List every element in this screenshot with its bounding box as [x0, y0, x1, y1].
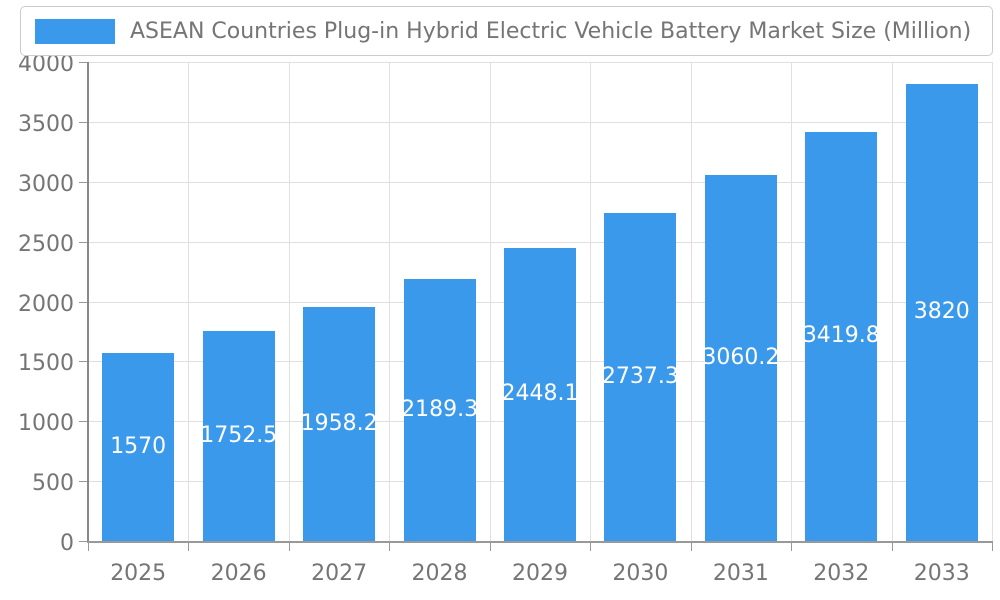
- bar-2029[interactable]: 2448.1: [501, 247, 579, 541]
- y-tick: [79, 481, 87, 483]
- y-tick-label: 1000: [18, 411, 74, 437]
- x-tick: [389, 543, 391, 551]
- x-tick-label: 2030: [612, 561, 669, 586]
- v-gridline: [891, 62, 893, 541]
- bar-value-label: 1958.2: [300, 410, 378, 436]
- v-gridline: [590, 62, 592, 541]
- x-tick: [590, 543, 592, 551]
- x-tick-label: 2027: [311, 561, 368, 586]
- y-tick-label: 2000: [18, 291, 74, 317]
- x-tick: [88, 543, 89, 551]
- y-tick: [79, 301, 87, 303]
- bar-value-label: 2448.1: [501, 381, 579, 407]
- x-tick-label: 2029: [511, 561, 568, 586]
- bar-value-label: 2189.3: [401, 396, 479, 422]
- legend-series-label: ASEAN Countries Plug-in Hybrid Electric …: [130, 18, 972, 44]
- x-tick-label: 2033: [913, 561, 970, 586]
- bar-value-label: 1752.5: [200, 423, 278, 449]
- bar-value-label: 1570: [110, 434, 167, 459]
- x-tick-label: 2026: [210, 561, 267, 586]
- h-gridline: [88, 62, 992, 63]
- legend[interactable]: ASEAN Countries Plug-in Hybrid Electric …: [20, 6, 993, 56]
- y-tick-label: 500: [32, 471, 74, 497]
- x-tick: [188, 543, 190, 551]
- y-tick: [79, 62, 87, 63]
- bar-2026[interactable]: 1752.5: [200, 331, 278, 541]
- x-tick-label: 2032: [813, 561, 870, 586]
- y-tick-label: 1500: [18, 351, 74, 377]
- v-gridline: [188, 62, 190, 541]
- h-gridline: [88, 241, 992, 243]
- y-tick: [79, 421, 87, 423]
- v-gridline: [489, 62, 491, 541]
- x-tick-label: 2028: [411, 561, 468, 586]
- y-tick-label: 2500: [18, 231, 74, 257]
- y-tick: [79, 241, 87, 243]
- bar-2027[interactable]: 1958.2: [300, 306, 378, 541]
- bar-value-label: 3419.8: [802, 323, 880, 349]
- bar-value-label: 2737.3: [601, 364, 679, 390]
- y-tick: [79, 121, 87, 123]
- bar-value-label: 3060.2: [702, 344, 780, 370]
- bar-2031[interactable]: 3060.2: [702, 174, 780, 541]
- x-tick: [992, 543, 993, 551]
- x-tick: [288, 543, 290, 551]
- h-gridline: [88, 181, 992, 183]
- bar-2030[interactable]: 2737.3: [601, 213, 679, 541]
- v-gridline: [288, 62, 290, 541]
- v-gridline: [690, 62, 692, 541]
- y-tick: [79, 541, 87, 542]
- legend-swatch-icon: [35, 18, 115, 44]
- y-tick: [79, 181, 87, 183]
- v-gridline: [389, 62, 391, 541]
- y-tick-label: 3500: [18, 111, 74, 137]
- v-gridline: [791, 62, 793, 541]
- y-tick-label: 0: [60, 531, 74, 556]
- x-tick-label: 2031: [712, 561, 769, 586]
- bar-2032[interactable]: 3419.8: [802, 131, 880, 541]
- y-tick-label: 4000: [18, 52, 74, 77]
- y-tick: [79, 361, 87, 363]
- y-tick-label: 3000: [18, 171, 74, 197]
- v-gridline: [992, 62, 993, 541]
- h-gridline: [88, 121, 992, 123]
- x-tick: [690, 543, 692, 551]
- x-tick-label: 2025: [110, 561, 167, 586]
- bar-2033[interactable]: 3820: [905, 83, 978, 541]
- x-tick: [791, 543, 793, 551]
- x-tick: [891, 543, 893, 551]
- bar-2028[interactable]: 2189.3: [401, 278, 479, 541]
- y-axis-line: [87, 62, 89, 543]
- bar-value-label: 3820: [913, 299, 970, 325]
- x-axis-line: [87, 541, 993, 543]
- bar-2025[interactable]: 1570: [102, 353, 175, 541]
- x-tick: [489, 543, 491, 551]
